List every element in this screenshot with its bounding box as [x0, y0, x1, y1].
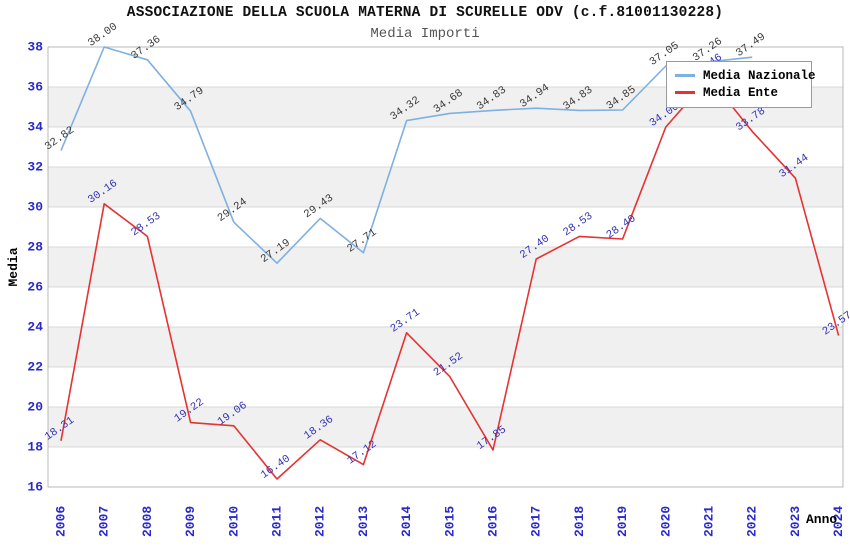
x-tick-label: 2022: [745, 506, 760, 537]
data-label: 37.49: [734, 31, 768, 60]
y-tick-label: 38: [27, 40, 43, 55]
x-tick-label: 2021: [702, 506, 717, 537]
grid-band: [48, 247, 843, 287]
x-tick-label: 2013: [356, 506, 371, 537]
y-tick-label: 24: [27, 320, 43, 335]
y-tick-label: 28: [27, 240, 43, 255]
x-tick-label: 2020: [658, 506, 673, 537]
data-label: 28.53: [561, 210, 595, 239]
y-tick-label: 34: [27, 120, 43, 135]
x-tick-label: 2014: [399, 506, 414, 537]
y-tick-label: 32: [27, 160, 43, 175]
x-tick-label: 2006: [54, 506, 69, 537]
x-tick-label: 2009: [183, 506, 198, 537]
x-axis-title: Anno: [806, 512, 838, 527]
legend-label-media-nazionale: Media Nazionale: [703, 68, 816, 83]
y-tick-label: 16: [27, 480, 43, 495]
y-tick-label: 30: [27, 200, 43, 215]
x-tick-label: 2015: [442, 506, 457, 537]
y-tick-label: 26: [27, 280, 43, 295]
legend: Media Nazionale Media Ente: [666, 61, 816, 108]
x-tick-label: 2011: [270, 506, 285, 537]
x-tick-label: 2016: [486, 506, 501, 537]
legend-item-media-ente: Media Ente: [675, 84, 803, 101]
grid-band: [48, 407, 843, 447]
y-tick-label: 36: [27, 80, 43, 95]
y-axis-title: Media: [6, 247, 21, 287]
plot-border: [47, 46, 844, 488]
grid-band: [48, 327, 843, 367]
x-tick-label: 2008: [140, 506, 155, 537]
legend-label-media-ente: Media Ente: [703, 85, 779, 100]
x-tick-label: 2007: [97, 506, 112, 537]
chart-subtitle: Media Importi: [370, 26, 480, 42]
grid-band: [48, 167, 843, 207]
x-tick-label: 2019: [615, 506, 630, 537]
chart-title: ASSOCIAZIONE DELLA SCUOLA MATERNA DI SCU…: [126, 5, 724, 21]
y-tick-label: 20: [27, 400, 43, 415]
x-tick-label: 2017: [529, 506, 544, 537]
data-label: 37.36: [129, 34, 163, 63]
data-label: 28.40: [604, 213, 638, 242]
y-tick-label: 18: [27, 440, 43, 455]
media-nazionale-line-swatch: [675, 74, 695, 77]
series-line-media-nazionale: [60, 46, 753, 264]
legend-item-media-nazionale: Media Nazionale: [675, 67, 816, 84]
y-tick-label: 22: [27, 360, 43, 375]
x-tick-label: 2018: [572, 506, 587, 537]
media-ente-line-swatch: [675, 91, 695, 94]
x-tick-label: 2012: [313, 506, 328, 537]
x-tick-label: 2010: [226, 506, 241, 537]
x-tick-label: 2024: [831, 506, 846, 537]
x-tick-label: 2023: [788, 506, 803, 537]
data-label: 38.00: [86, 21, 120, 50]
